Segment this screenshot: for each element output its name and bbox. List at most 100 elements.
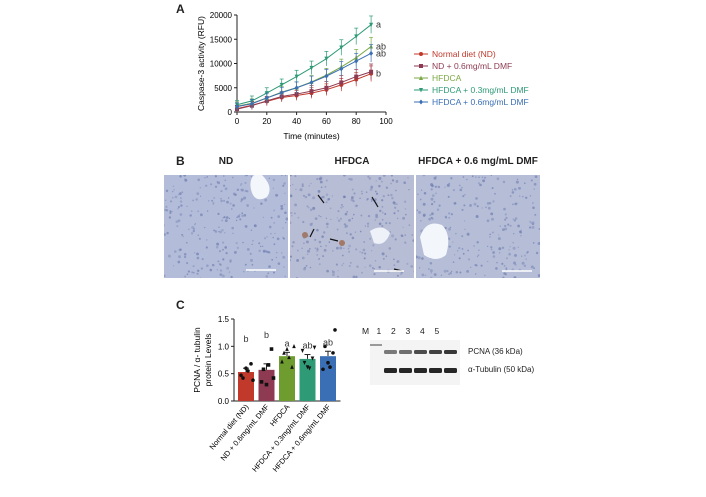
- y-tick-label: 1.5: [218, 315, 230, 324]
- series-2: [235, 36, 374, 111]
- significance-letter: ab: [323, 337, 333, 347]
- y-tick-label: 0.5: [218, 370, 230, 379]
- tubulin-band: [429, 368, 442, 373]
- series-line: [236, 46, 372, 107]
- data-point: [266, 363, 271, 367]
- tissue-texture: [416, 175, 540, 278]
- panel-c-letter: C: [176, 298, 185, 312]
- data-point: [249, 362, 253, 366]
- y-tick-label: 5000: [214, 84, 232, 93]
- blot-image: [370, 340, 460, 385]
- data-point: [324, 56, 329, 62]
- data-point: [285, 346, 289, 351]
- data-point: [326, 360, 330, 365]
- data-point: [239, 373, 243, 378]
- significance-letter: b: [243, 334, 248, 344]
- legend-marker: [419, 75, 423, 80]
- tissue-texture: [290, 175, 414, 278]
- histology-title-hfdca: HFDCA: [334, 156, 370, 167]
- data-point: [310, 356, 315, 361]
- data-point: [246, 369, 250, 373]
- data-point: [331, 351, 335, 355]
- data-point: [307, 366, 312, 371]
- arrow-icon: [309, 194, 403, 272]
- data-point: [339, 80, 344, 85]
- legend-marker: [419, 64, 423, 68]
- data-point: [294, 85, 299, 91]
- caspase-line-chart: 0 5000 10000 15000 20000 0 20 40 60 80 100 Time (mi…: [196, 11, 529, 141]
- data-point: [244, 366, 248, 370]
- legend-marker: [419, 99, 423, 105]
- data-point: [251, 378, 255, 383]
- data-point: [269, 347, 274, 351]
- y-tick-label: 20000: [210, 11, 233, 20]
- data-point: [324, 73, 329, 79]
- significance-letter: a: [376, 20, 381, 30]
- x-tick-label: 100: [379, 117, 393, 126]
- data-point: [241, 376, 245, 380]
- panel-b-letter: B: [176, 154, 185, 168]
- data-point: [264, 95, 269, 101]
- series-0: [235, 65, 374, 112]
- band-label-tubulin: α-Tubulin (50 kDa): [468, 365, 535, 374]
- tubulin-band: [414, 368, 427, 373]
- pcna-band: [414, 350, 427, 354]
- data-point: [369, 22, 374, 28]
- legend-marker: [419, 88, 423, 93]
- data-point: [302, 360, 307, 366]
- data-point: [328, 365, 332, 369]
- series-line: [236, 24, 372, 106]
- significance-letter: ab: [376, 48, 386, 58]
- bar: [299, 358, 316, 401]
- x-tick-label: 60: [322, 117, 331, 126]
- data-point: [323, 344, 327, 349]
- data-point: [280, 359, 284, 364]
- lane-label: 3: [405, 326, 411, 336]
- histology-title-nd: ND: [218, 156, 234, 167]
- significance-letter: b: [264, 330, 269, 340]
- lane-label: 4: [420, 326, 425, 336]
- significance-letter: b: [376, 69, 381, 79]
- data-point: [294, 92, 299, 97]
- legend-entry: ND + 0.6mg/mL DMF: [432, 61, 512, 71]
- data-point: [309, 65, 314, 71]
- histology-title-hfdca-dmf: HFDCA + 0.6 mg/mL DMF: [418, 156, 538, 167]
- legend-entry: Normal diet (ND): [432, 49, 496, 59]
- data-point: [294, 74, 299, 80]
- x-tick-label: 80: [352, 117, 361, 126]
- series-3: [235, 15, 374, 110]
- data-point: [287, 354, 291, 360]
- bar: [320, 356, 336, 401]
- data-point: [312, 345, 317, 350]
- legend-entry: HFDCA + 0.3mg/mL DMF: [432, 85, 529, 95]
- tubulin-band: [384, 368, 397, 373]
- lane-label: M: [362, 326, 370, 336]
- data-point: [279, 82, 284, 88]
- pcna-bar-chart: 0.0 0.5 1.0 1.5 PCNA / α- tubulin protein Lev…: [192, 315, 341, 474]
- data-point: [369, 69, 374, 74]
- significance-letter: ab: [376, 42, 386, 52]
- legend-marker: [419, 52, 423, 56]
- panel-a-letter: A: [176, 2, 185, 16]
- significance-letter: ab: [302, 341, 312, 351]
- marker-band: [370, 344, 382, 346]
- data-point: [300, 348, 305, 354]
- data-point: [279, 90, 284, 96]
- data-point: [321, 367, 325, 372]
- data-point: [339, 45, 344, 50]
- pcna-band: [444, 350, 457, 354]
- tissue-texture: [164, 175, 288, 278]
- blot-background: [370, 340, 460, 385]
- data-point: [309, 79, 314, 85]
- series-1: [235, 63, 374, 113]
- data-point: [235, 104, 239, 110]
- histology-image-nd: [164, 175, 288, 278]
- pcna-band: [399, 350, 412, 354]
- data-point: [261, 367, 266, 372]
- histology-image-hfdca-dmf: [416, 175, 540, 278]
- data-point: [264, 382, 269, 387]
- lane-label: 5: [434, 326, 440, 336]
- series-line: [236, 52, 372, 108]
- data-point: [354, 58, 359, 64]
